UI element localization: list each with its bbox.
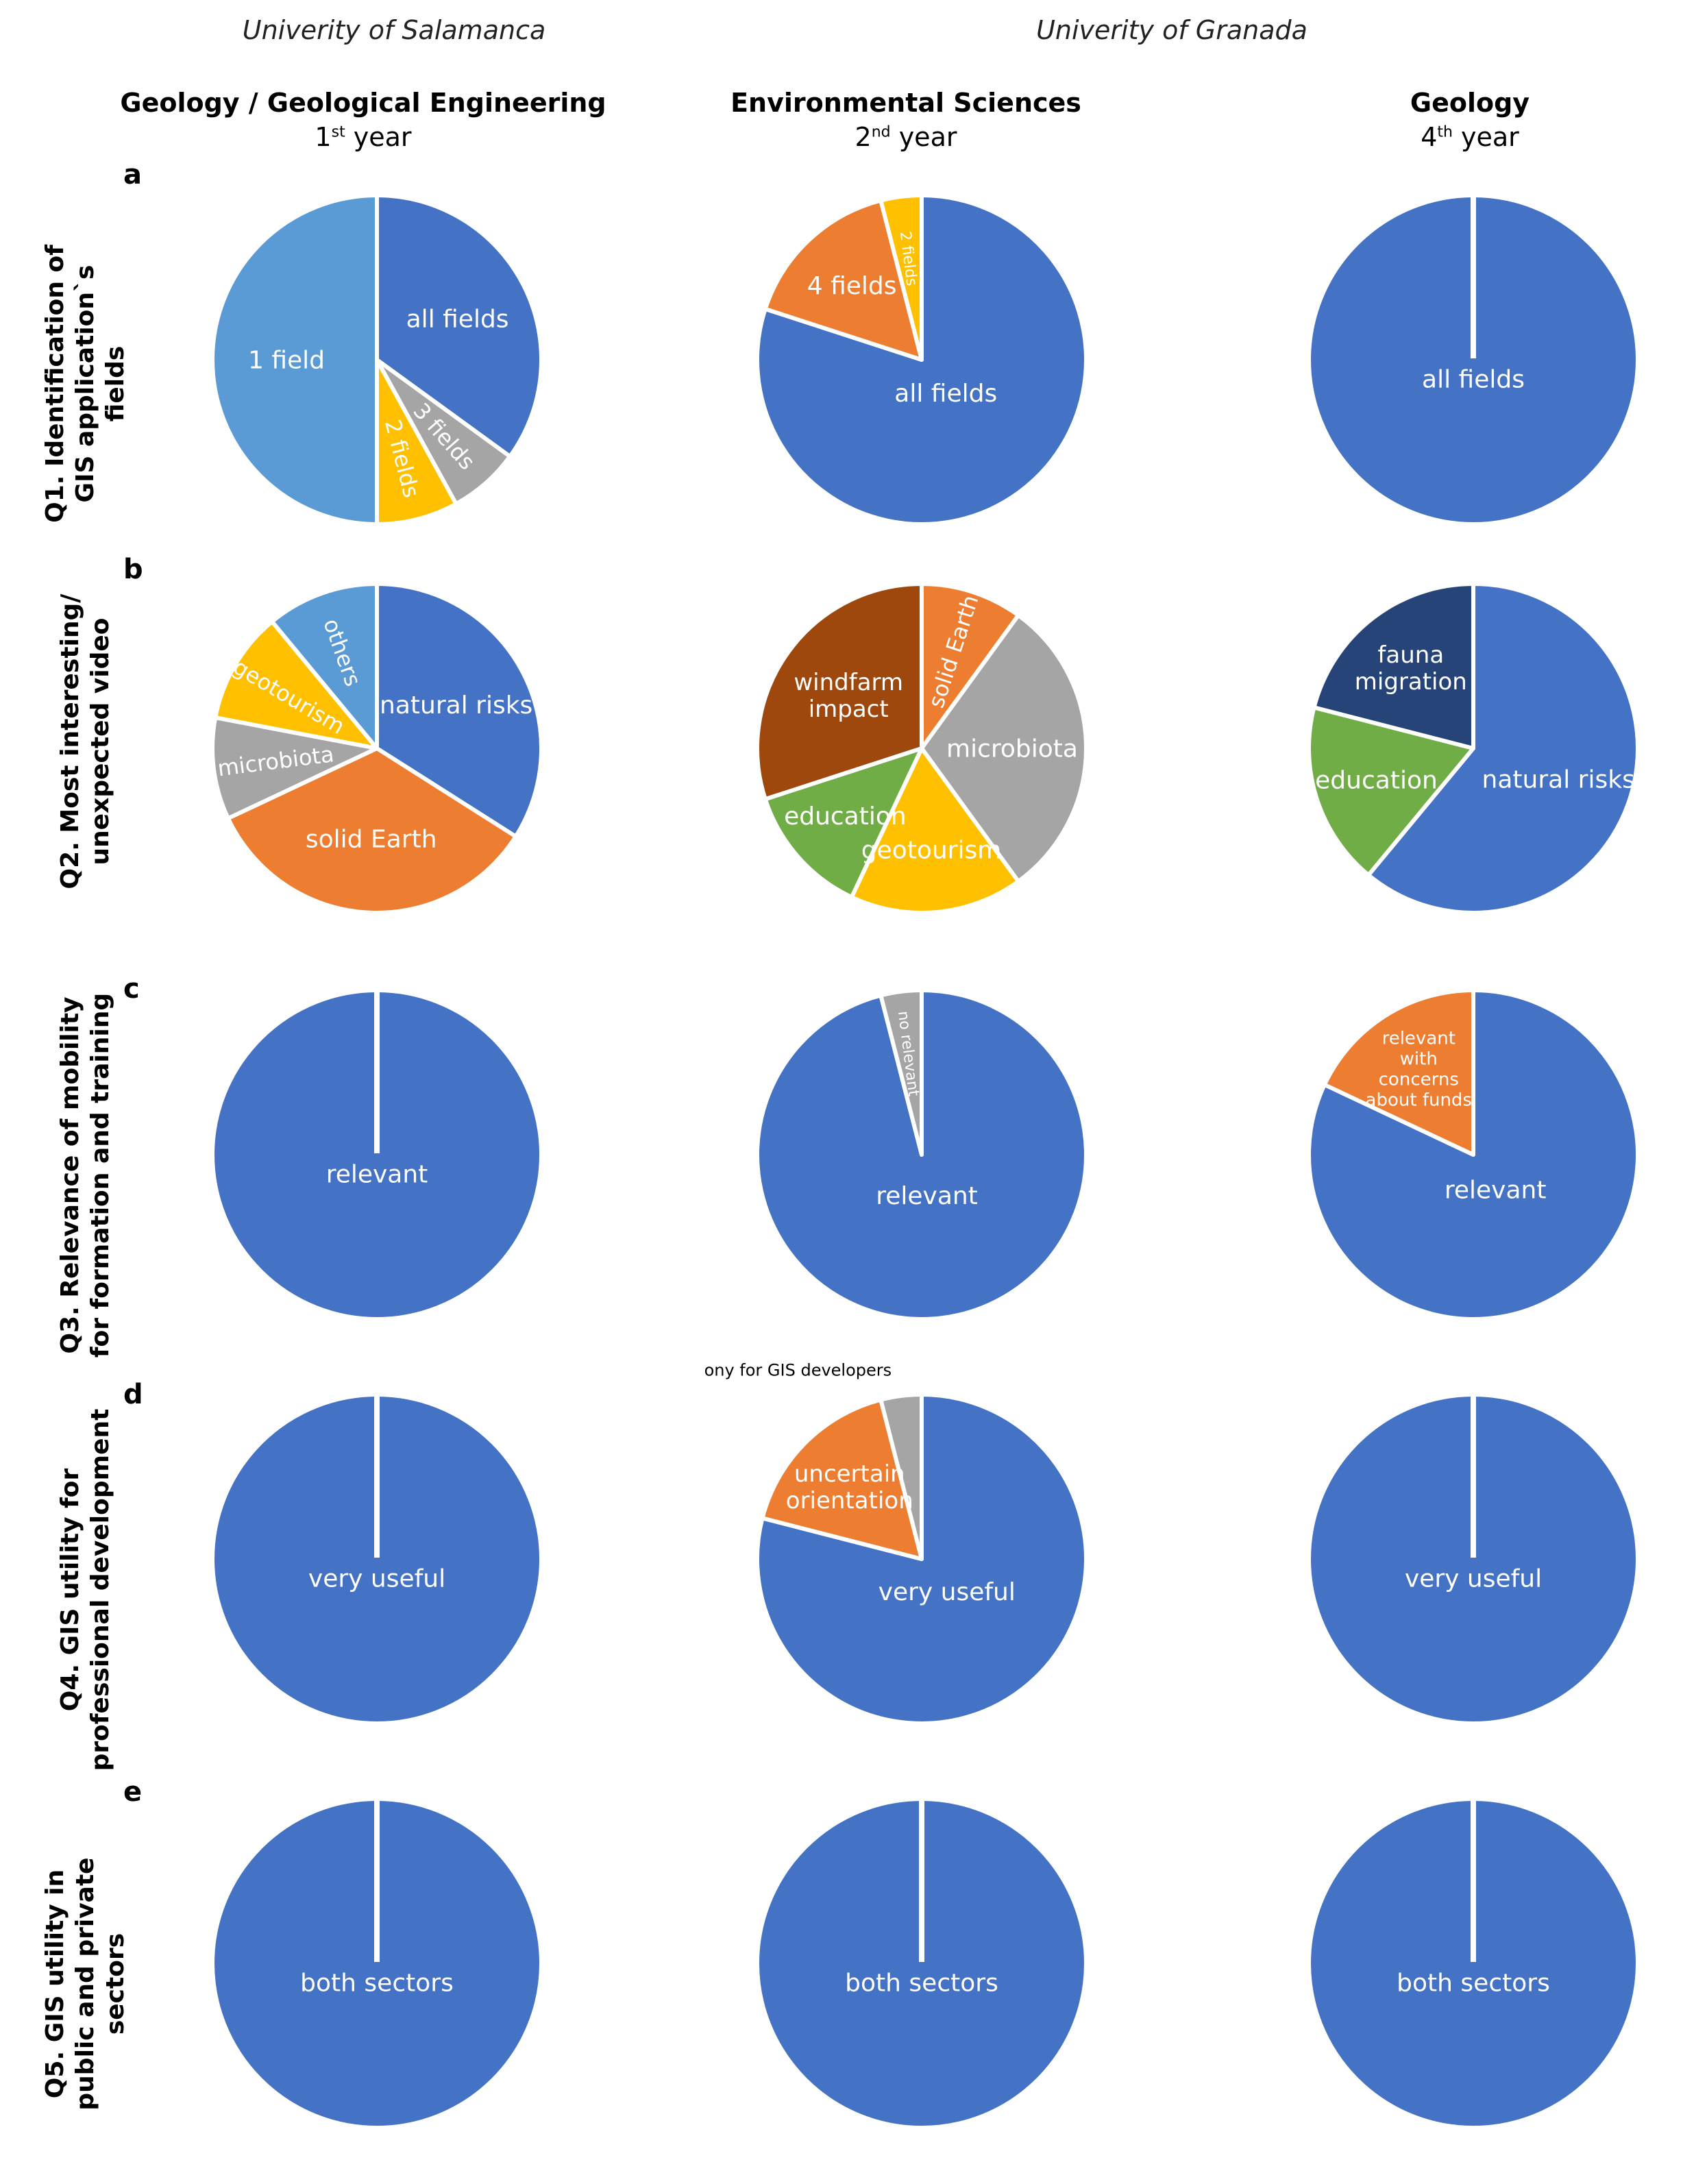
pie-chart-d-2: very useful uncertain orientation ony for G… — [704, 1360, 1088, 1726]
slice-4-fields — [763, 198, 924, 362]
slice-label-uncertain-orientation: uncertain orientation — [786, 1460, 913, 1514]
slice-solid-earth — [225, 746, 518, 915]
slice-all-fields — [375, 193, 543, 459]
pie-chart-d-3: very useful — [1307, 1392, 1640, 1726]
slice-label-microbiota: microbiota — [946, 735, 1078, 763]
row-letter-d: d — [123, 1379, 143, 1410]
column-title: Geology / Geological Engineering — [120, 88, 606, 118]
slice-label-relevant-with-concerns-about-funds: relevant with concerns about funds — [1366, 1029, 1472, 1111]
slice-2-fields — [375, 358, 458, 526]
pie-chart-d-1: very useful — [210, 1392, 543, 1726]
slice-microbiota — [920, 613, 1088, 884]
slice-geotourism — [849, 746, 1021, 915]
slice-uncertain-orientation — [760, 1397, 924, 1561]
slice-label-both-sectors: both sectors — [1397, 1970, 1550, 1998]
slice-label-relevant: relevant — [876, 1182, 978, 1210]
column-title: Geology — [1410, 88, 1530, 118]
row-letter-b: b — [123, 554, 143, 585]
slice-label-very-useful: very useful — [308, 1565, 445, 1593]
slice-label-4-fields: 4 fields — [807, 272, 897, 300]
row-letter-e: e — [123, 1776, 143, 1808]
slice-education — [1307, 705, 1475, 877]
slice-label-geotourism: geotourism — [861, 837, 1002, 865]
slice-ony-for-gis-developers — [879, 1392, 924, 1561]
pie-chart-e-2: both sectors — [755, 1797, 1088, 2130]
slice-relevant-with-concerns-about-funds — [1322, 988, 1475, 1157]
column-header-2: Environmental Sciences 2nd year — [730, 88, 1081, 152]
slice-label-all-fields: all fields — [406, 306, 509, 334]
slice-2-fields — [879, 193, 924, 362]
slice-solid-earth — [920, 582, 1021, 750]
slice-label-natural-risks: natural risks — [1482, 765, 1635, 794]
row-letter-a: a — [123, 159, 142, 191]
slice-geotourism — [213, 619, 379, 750]
slice-relevant — [1307, 988, 1640, 1321]
slice-natural-risks — [1366, 582, 1640, 915]
slice-all-fields — [755, 193, 1088, 526]
slice-1-field — [210, 193, 379, 526]
column-year: 4th year — [1421, 122, 1519, 152]
slice-microbiota — [210, 715, 379, 821]
pie-chart-b-3: natural risks education fauna migration — [1307, 582, 1640, 915]
column-year: 1st year — [315, 122, 412, 152]
slice-label-education: education — [784, 802, 907, 831]
pie-chart-c-1: relevant — [210, 988, 543, 1321]
slice-label-all-fields: all fields — [1422, 366, 1525, 394]
slice-others — [270, 582, 379, 750]
column-year: 2nd year — [855, 122, 957, 152]
pie-chart-e-3: both sectors — [1307, 1797, 1640, 2130]
slice-label-1-field: 1 field — [248, 347, 325, 375]
slice-label-relevant: relevant — [1445, 1176, 1547, 1204]
pie-chart-c-3: relevant relevant with concerns about funds — [1307, 988, 1640, 1321]
row-letter-c: c — [123, 973, 140, 1005]
slice-label-fauna-migration: fauna migration — [1355, 641, 1467, 696]
pie-chart-a-3: all fields — [1307, 193, 1640, 526]
slice-label-solid-earth: solid Earth — [306, 825, 437, 853]
slice-label-ony-for-gis-developers: ony for GIS developers — [704, 1360, 892, 1379]
pie-chart-b-2: solid Earthmicrobiotageotourismeducation… — [755, 582, 1088, 915]
slice-fauna-migration — [1312, 582, 1475, 750]
slice-label-both-sectors: both sectors — [845, 1970, 998, 1998]
column-title: Environmental Sciences — [730, 88, 1081, 118]
slice-education — [763, 746, 924, 900]
column-header-3: Geology 4th year — [1410, 88, 1530, 152]
pie-chart-e-1: both sectors — [210, 1797, 543, 2130]
slice-windfarm-impact — [755, 582, 924, 802]
column-header-1: Geology / Geological Engineering 1st yea… — [120, 88, 606, 152]
slice-label-both-sectors: both sectors — [300, 1970, 454, 1998]
slice-label-education: education — [1315, 767, 1438, 795]
slice-label-natural-risks: natural risks — [380, 691, 532, 720]
university-granada: Univerity of Granada — [1036, 15, 1307, 45]
slice-label-very-useful: very useful — [879, 1578, 1016, 1606]
university-salamanca: Univerity of Salamanca — [242, 15, 546, 45]
slice-label-relevant: relevant — [326, 1161, 428, 1189]
slice-label-very-useful: very useful — [1405, 1565, 1542, 1593]
slice-no-relevant — [879, 988, 924, 1157]
slice-label-all-fields: all fields — [894, 380, 997, 408]
slice-label-windfarm-impact: windfarm impact — [794, 669, 903, 723]
